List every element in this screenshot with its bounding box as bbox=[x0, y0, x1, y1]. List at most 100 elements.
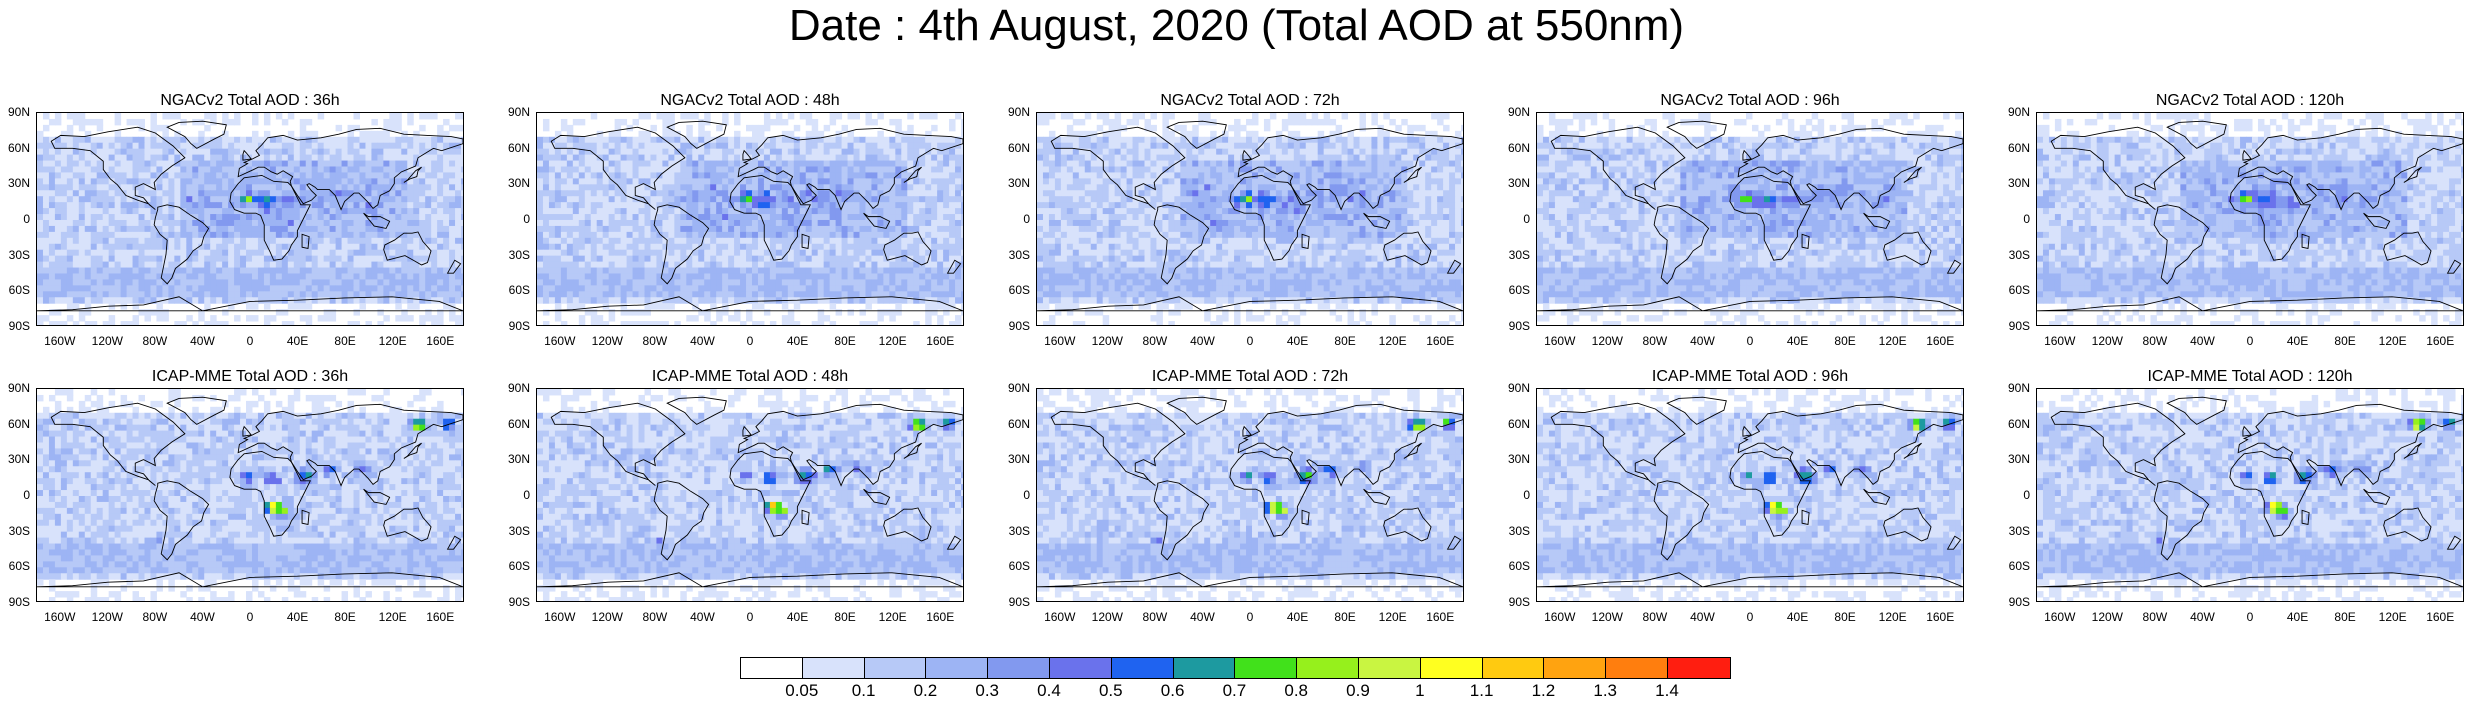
lat-tick-label: 30N bbox=[2000, 177, 2030, 189]
lon-tick-label: 120E bbox=[371, 335, 415, 347]
lon-tick-label: 0 bbox=[1228, 611, 1272, 623]
lat-tick-label: 90S bbox=[0, 320, 30, 332]
lat-tick-label: 60N bbox=[1500, 142, 1530, 154]
lat-tick-label: 30S bbox=[1000, 525, 1030, 537]
lon-tick-label: 40E bbox=[276, 335, 320, 347]
colorbar-swatch bbox=[1235, 658, 1298, 678]
lon-tick-label: 160E bbox=[418, 611, 462, 623]
lat-tick-label: 0 bbox=[500, 213, 530, 225]
map-plot bbox=[2036, 388, 2464, 602]
lon-tick-label: 120W bbox=[1585, 611, 1629, 623]
lon-tick-label: 160E bbox=[418, 335, 462, 347]
lon-tick-label: 120W bbox=[85, 335, 129, 347]
lat-tick-label: 60S bbox=[500, 560, 530, 572]
lon-tick-label: 40W bbox=[1680, 611, 1724, 623]
colorbar-swatch bbox=[1606, 658, 1668, 678]
lat-tick-label: 30S bbox=[500, 525, 530, 537]
panel-title: ICAP-MME Total AOD : 72h bbox=[1036, 368, 1464, 386]
lon-tick-label: 80E bbox=[1323, 611, 1367, 623]
lat-tick-label: 90S bbox=[1000, 596, 1030, 608]
lat-tick-label: 0 bbox=[1000, 489, 1030, 501]
map-panel: ICAP-MME Total AOD : 120h 90N 60N 30N 0 30S 60… bbox=[2000, 368, 2470, 628]
lat-tick-label: 60N bbox=[1000, 418, 1030, 430]
colorbar-swatch bbox=[1544, 658, 1607, 678]
lon-tick-label: 40W bbox=[1180, 335, 1224, 347]
panel-title: NGACv2 Total AOD : 48h bbox=[536, 92, 964, 110]
colorbar-label: 0.3 bbox=[962, 682, 1012, 700]
lon-tick-label: 160W bbox=[538, 611, 582, 623]
map-panel: NGACv2 Total AOD : 48h 90N 60N 30N 0 30S 60S 90… bbox=[500, 92, 970, 352]
colorbar-swatch bbox=[1173, 658, 1236, 678]
lat-tick-label: 30N bbox=[1000, 453, 1030, 465]
lat-tick-label: 30S bbox=[2000, 249, 2030, 261]
lon-tick-label: 0 bbox=[2228, 611, 2272, 623]
lon-tick-label: 160W bbox=[2038, 335, 2082, 347]
colorbar-label: 0.05 bbox=[777, 682, 827, 700]
lat-tick-label: 0 bbox=[1500, 213, 1530, 225]
map-plot bbox=[1036, 388, 1464, 602]
lat-tick-label: 30S bbox=[0, 249, 30, 261]
lat-tick-label: 0 bbox=[1500, 489, 1530, 501]
coastlines bbox=[1537, 120, 1963, 312]
lat-tick-label: 30N bbox=[0, 177, 30, 189]
lon-tick-label: 160W bbox=[2038, 611, 2082, 623]
lon-tick-label: 80W bbox=[633, 611, 677, 623]
panel-title: NGACv2 Total AOD : 36h bbox=[36, 92, 464, 110]
lon-tick-label: 0 bbox=[228, 335, 272, 347]
lat-tick-label: 30N bbox=[500, 453, 530, 465]
lon-tick-label: 40E bbox=[776, 335, 820, 347]
map-panel: ICAP-MME Total AOD : 48h 90N 60N 30N 0 30S 60S… bbox=[500, 368, 970, 628]
lon-tick-label: 120W bbox=[85, 611, 129, 623]
colorbar-swatch bbox=[988, 658, 1050, 678]
lon-tick-label: 80E bbox=[823, 611, 867, 623]
lat-tick-label: 0 bbox=[500, 489, 530, 501]
lon-tick-label: 120W bbox=[585, 335, 629, 347]
aod-field bbox=[2037, 389, 2463, 601]
colorbar-label: 0.4 bbox=[1024, 682, 1074, 700]
colorbar-swatch bbox=[864, 658, 927, 678]
aod-field bbox=[1037, 113, 1463, 325]
lon-tick-label: 120E bbox=[371, 611, 415, 623]
lon-tick-label: 120W bbox=[1585, 335, 1629, 347]
panel-title: NGACv2 Total AOD : 96h bbox=[1536, 92, 1964, 110]
lat-tick-label: 60N bbox=[2000, 418, 2030, 430]
lat-tick-label: 30N bbox=[2000, 453, 2030, 465]
aod-field bbox=[1537, 113, 1963, 325]
colorbar-swatch bbox=[802, 658, 865, 678]
world-map bbox=[1037, 389, 1463, 601]
lon-tick-label: 0 bbox=[1728, 611, 1772, 623]
lat-tick-label: 30S bbox=[0, 525, 30, 537]
lat-tick-label: 30S bbox=[1500, 525, 1530, 537]
lon-tick-label: 0 bbox=[1728, 335, 1772, 347]
page-title: Date : 4th August, 2020 (Total AOD at 55… bbox=[0, 0, 2473, 52]
lon-tick-label: 160W bbox=[1038, 611, 1082, 623]
lat-tick-label: 60S bbox=[1000, 284, 1030, 296]
lon-tick-label: 80W bbox=[633, 335, 677, 347]
lat-tick-label: 30S bbox=[1500, 249, 1530, 261]
lon-tick-label: 120W bbox=[585, 611, 629, 623]
lon-tick-label: 40E bbox=[276, 611, 320, 623]
map-panel: ICAP-MME Total AOD : 96h 90N 60N 30N 0 30S 60S… bbox=[1500, 368, 1970, 628]
lon-tick-label: 40W bbox=[180, 335, 224, 347]
lat-tick-label: 90N bbox=[0, 382, 30, 394]
lat-tick-label: 60S bbox=[500, 284, 530, 296]
lat-tick-label: 30N bbox=[0, 453, 30, 465]
lat-tick-label: 90S bbox=[500, 320, 530, 332]
aod-field bbox=[1537, 389, 1963, 601]
lat-tick-label: 30S bbox=[2000, 525, 2030, 537]
lat-tick-label: 60N bbox=[0, 142, 30, 154]
aod-field bbox=[2037, 113, 2463, 325]
lat-tick-label: 90N bbox=[2000, 382, 2030, 394]
map-plot bbox=[1536, 388, 1964, 602]
lon-tick-label: 160E bbox=[2418, 611, 2462, 623]
lon-tick-label: 160W bbox=[38, 611, 82, 623]
world-map bbox=[1537, 389, 1963, 601]
colorbar-swatch bbox=[1111, 658, 1174, 678]
lon-tick-label: 40W bbox=[2180, 335, 2224, 347]
lat-tick-label: 30N bbox=[1500, 177, 1530, 189]
lat-tick-label: 60S bbox=[1500, 560, 1530, 572]
lon-tick-label: 160E bbox=[918, 611, 962, 623]
lat-tick-label: 90N bbox=[500, 382, 530, 394]
lat-tick-label: 0 bbox=[2000, 213, 2030, 225]
lon-tick-label: 40W bbox=[1180, 611, 1224, 623]
